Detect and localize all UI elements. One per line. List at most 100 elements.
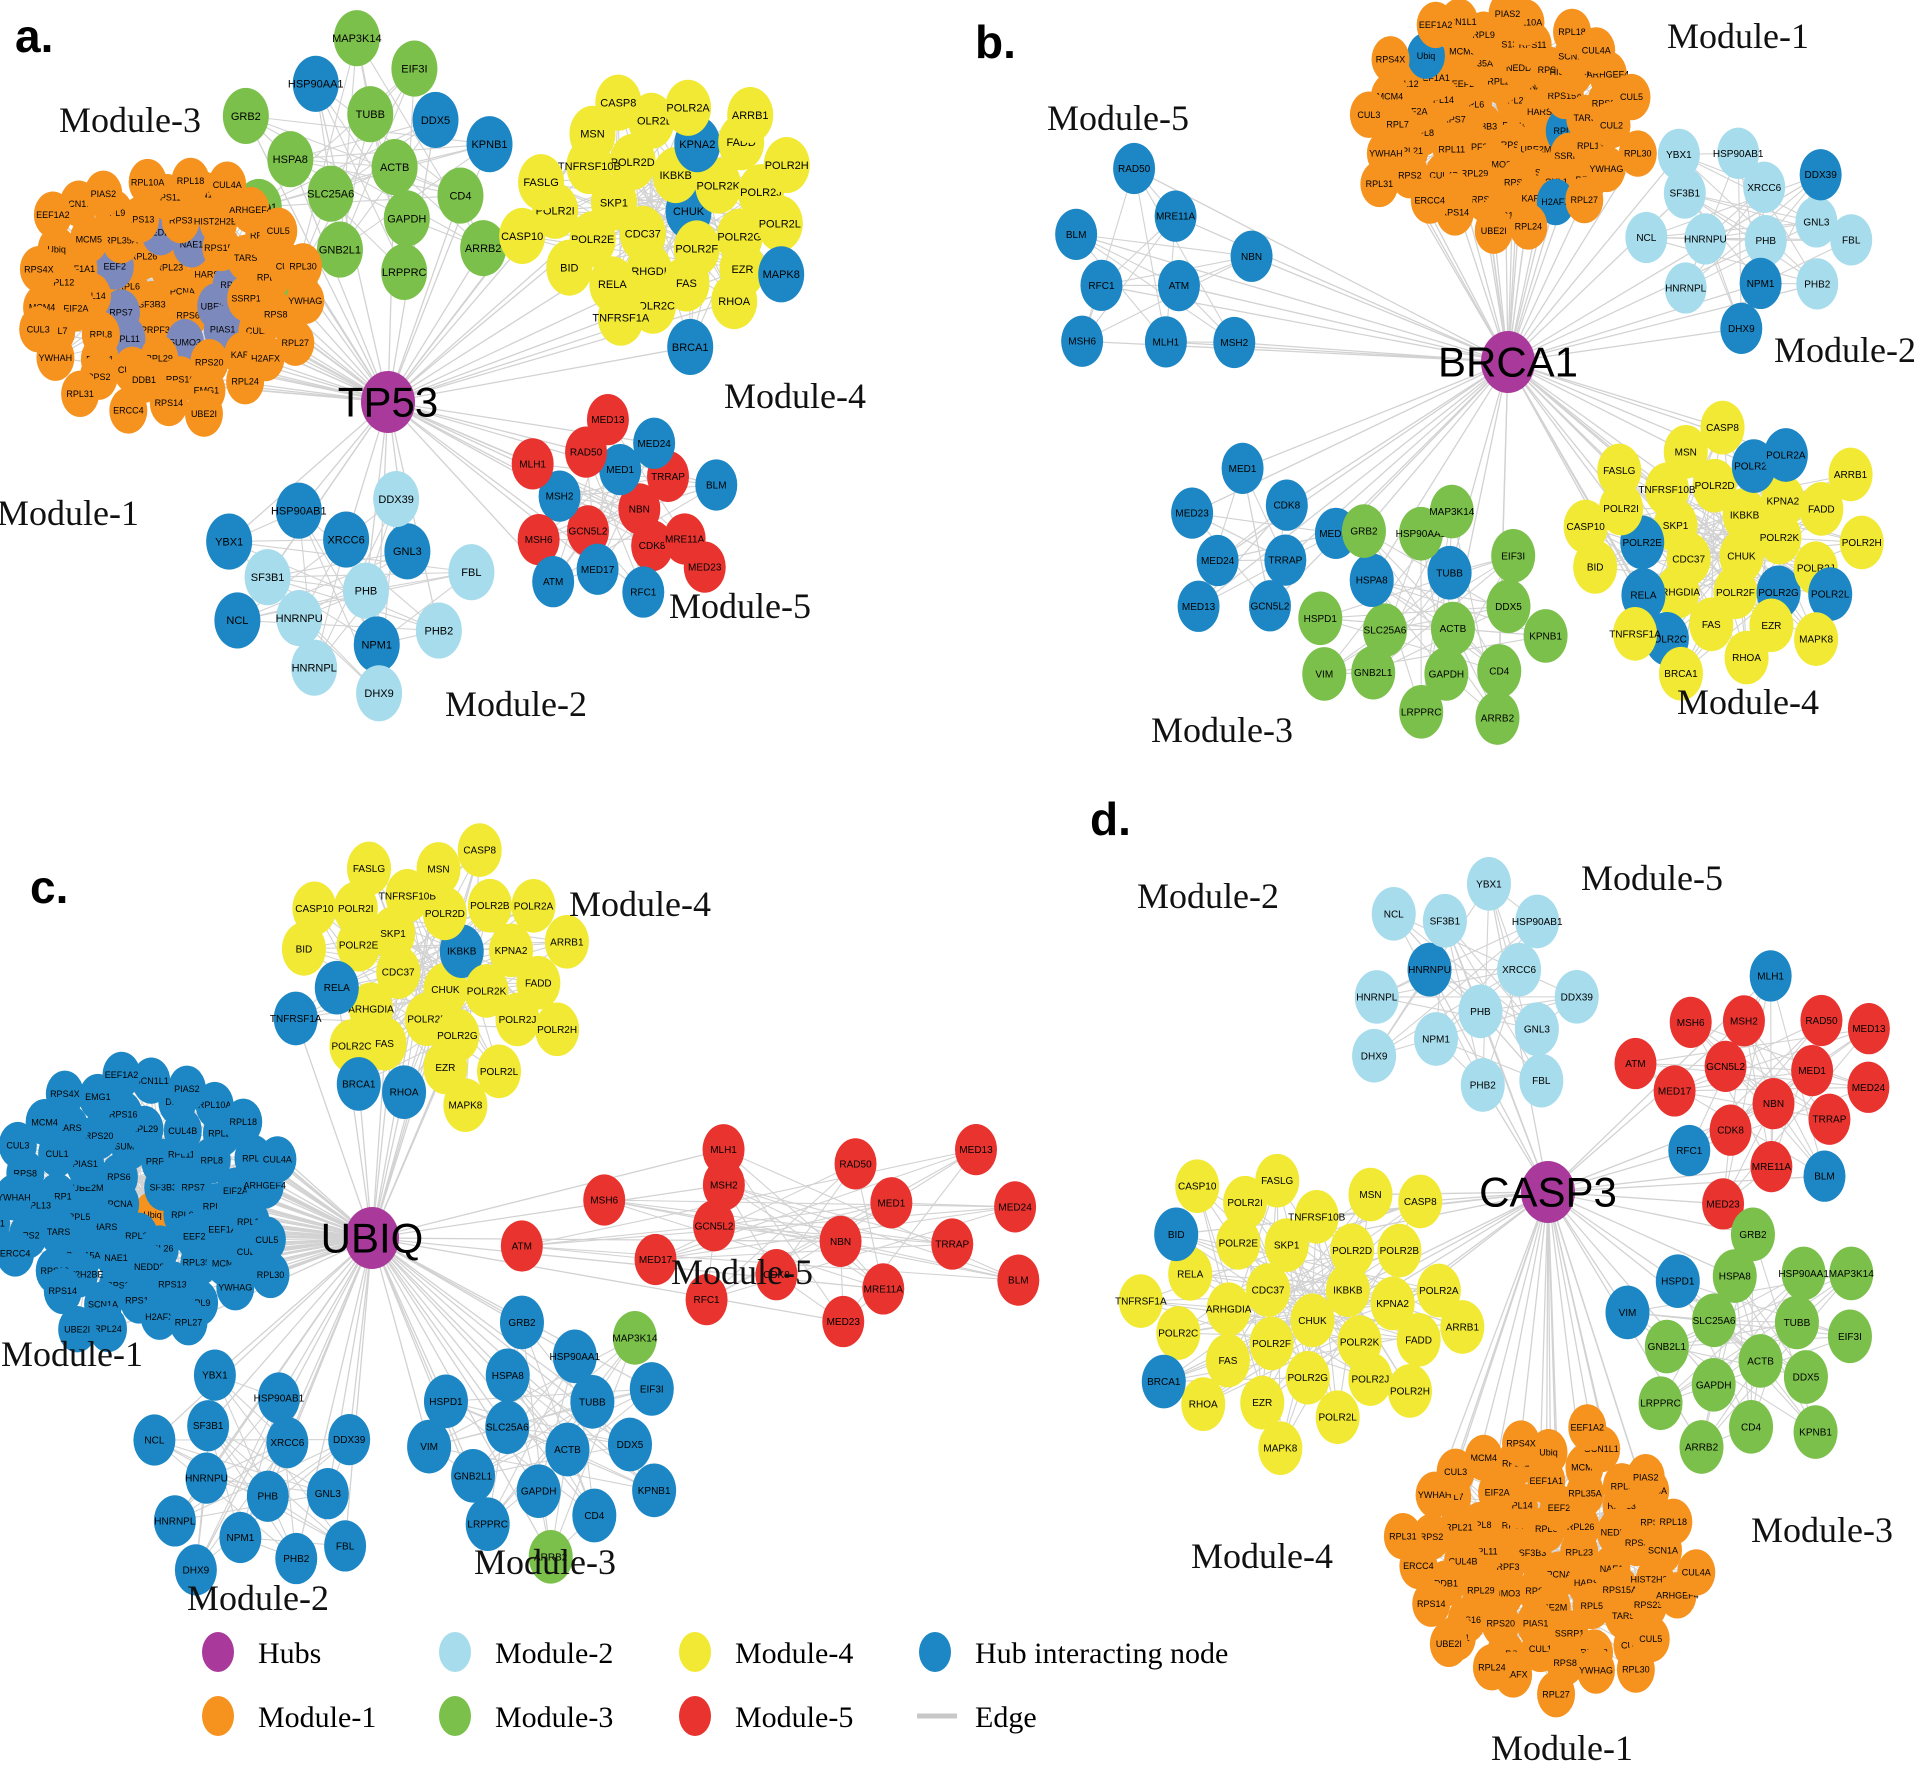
node-label-Ubiq: Ubiq [1417,51,1436,61]
node-MED24 [1847,1061,1890,1113]
node-label-SUMO3: SUMO3 [1479,160,1511,170]
node-YBX1 [193,1349,236,1401]
node-MSH6 [583,1174,626,1226]
node-MAP3K14 [1429,484,1474,539]
hub-edge [295,1018,373,1239]
node-GRB2 [1730,1207,1775,1262]
node-label-ARHGDIA: ARHGDIA [348,1005,394,1016]
hub-edge [295,1237,373,1559]
node-label-VIM: VIM [1619,1308,1637,1319]
module-label-c-Module-2: Module-2 [187,1578,329,1618]
node-label-RPS3: RPS3 [169,215,193,225]
node-RPL27 [169,1298,208,1346]
node-label-POLR2E: POLR2E [339,940,379,951]
node-LRPPRC [1638,1376,1683,1431]
node-label-HSPA8: HSPA8 [1719,1272,1751,1283]
node-label-RPL14: RPL14 [1505,1500,1533,1510]
node-YBX1 [1466,857,1511,911]
legend-swatch-Hubs [202,1632,234,1672]
node-NCL [133,1414,176,1466]
node-MED23 [822,1295,865,1348]
node-label-PHB2: PHB2 [1470,1081,1497,1092]
node-label-TNFRSF1A: TNFRSF1A [270,1014,322,1025]
node-label-Ubiq: Ubiq [47,244,66,254]
node-label-RHOA: RHOA [390,1088,419,1099]
panel-b-nodes: ATM RFC1 MRE11A MLH1 BLM NBN MSH6 RAD50 MSH2 TRRA… [1055,0,1884,745]
node-label-ARHGEF4: ARHGEF4 [1656,1590,1699,1600]
node-label-RPS6: RPS6 [176,311,200,321]
node-label-POLR2K: POLR2K [697,180,741,192]
node-label-POLR2F: POLR2F [1716,588,1755,599]
node-PIAS2 [84,170,123,218]
edge [445,1388,652,1402]
node-ARHGDIA [1655,565,1700,619]
node-label-RHOA: RHOA [1732,653,1761,664]
node-HSPA8 [1349,553,1394,608]
node-label-HNRNPU: HNRNPU [1408,965,1451,976]
hub-label-TP53: TP53 [338,379,438,426]
hub-edge [371,1067,446,1239]
node-label-TUBB: TUBB [579,1397,606,1408]
node-MSH6 [1669,996,1712,1048]
node-label-TUBB: TUBB [1784,1318,1811,1329]
node-label-HSP90AA1: HSP90AA1 [1778,1269,1829,1280]
node-SF3B1 [187,1400,230,1452]
node-label-GCN5L2: GCN5L2 [1706,1062,1745,1073]
node-label-UBE2I: UBE2I [1481,226,1507,236]
node-POLR2E [1216,1215,1261,1270]
node-label-ERCC4: ERCC4 [1403,1561,1434,1571]
module-label-b-Module-5: Module-5 [1047,98,1189,138]
node-label-MED17: MED17 [1319,529,1353,540]
edge [1192,512,1336,534]
node-TUBB [347,86,394,143]
node-POLR2H [535,1002,580,1057]
node-label-RPS20: RPS20 [195,357,224,367]
node-POLR2A [511,879,556,933]
node-label-PIAS1: PIAS1 [72,1159,98,1169]
node-MRE11A [1154,190,1197,242]
edge [1376,996,1537,1030]
edge [840,1240,1019,1281]
node-label-PIAS1: PIAS1 [210,324,236,334]
node-label-H2AFX: H2AFX [1541,197,1570,207]
node-label-TNFRSF1A: TNFRSF1A [592,313,650,325]
node-label-HNRNPU: HNRNPU [1684,234,1727,245]
node-label-YBX1: YBX1 [202,1371,228,1382]
node-NBN [819,1215,862,1268]
node-label-CDC37: CDC37 [1672,554,1705,565]
hub-edge [371,1237,884,1290]
node-label-CUL4B: CUL4B [1449,1556,1478,1566]
node-MED23 [1702,1178,1745,1230]
node-label-RPL21: RPL21 [1445,1522,1473,1532]
node-label-PHB: PHB [258,1492,279,1503]
node-label-IKBKB: IKBKB [1730,510,1760,521]
node-label-YBX1: YBX1 [215,536,243,548]
node-PHB [1744,214,1787,267]
node-label-MRE11A: MRE11A [1752,1162,1792,1173]
node-label-PIAS1: PIAS1 [1523,1619,1549,1629]
node-label-SLC25A6: SLC25A6 [307,189,354,201]
node-label-CD4: CD4 [1741,1422,1761,1433]
node-label-RPL29: RPL29 [145,354,173,364]
node-HNRNPL [153,1495,196,1547]
node-label-FAS: FAS [375,1039,394,1050]
node-label-GRB2: GRB2 [1739,1230,1767,1241]
node-label-MCM5: MCM5 [1571,1463,1598,1473]
node-HNRNPU [1407,942,1452,997]
node-label-CD4: CD4 [449,190,471,202]
node-label-BRCA1: BRCA1 [672,342,709,354]
node-label-RPS4X: RPS4X [50,1089,80,1099]
edge [445,1400,631,1446]
node-BRCA1 [1658,646,1703,701]
node-label-UBE2I: UBE2I [64,1324,90,1334]
edge [1393,913,1484,1086]
node-label-RPL35A: RPL35A [104,235,138,245]
node-label-UBE2I: UBE2I [191,409,217,419]
node-label-RFC1: RFC1 [630,588,657,599]
node-RHOA [1181,1377,1226,1431]
node-label-MCM5: MCM5 [212,1258,239,1268]
node-POLR2A [665,79,712,136]
node-label-RPL30: RPL30 [257,1270,285,1280]
node-DDX39 [1554,969,1599,1024]
node-label-Ubiq: Ubiq [1539,1447,1558,1457]
